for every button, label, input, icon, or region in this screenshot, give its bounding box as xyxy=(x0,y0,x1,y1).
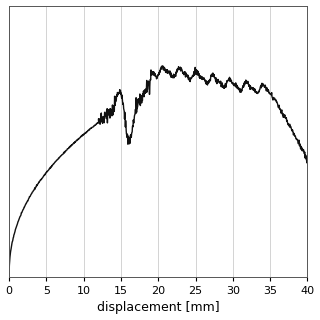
X-axis label: displacement [mm]: displacement [mm] xyxy=(97,301,220,315)
